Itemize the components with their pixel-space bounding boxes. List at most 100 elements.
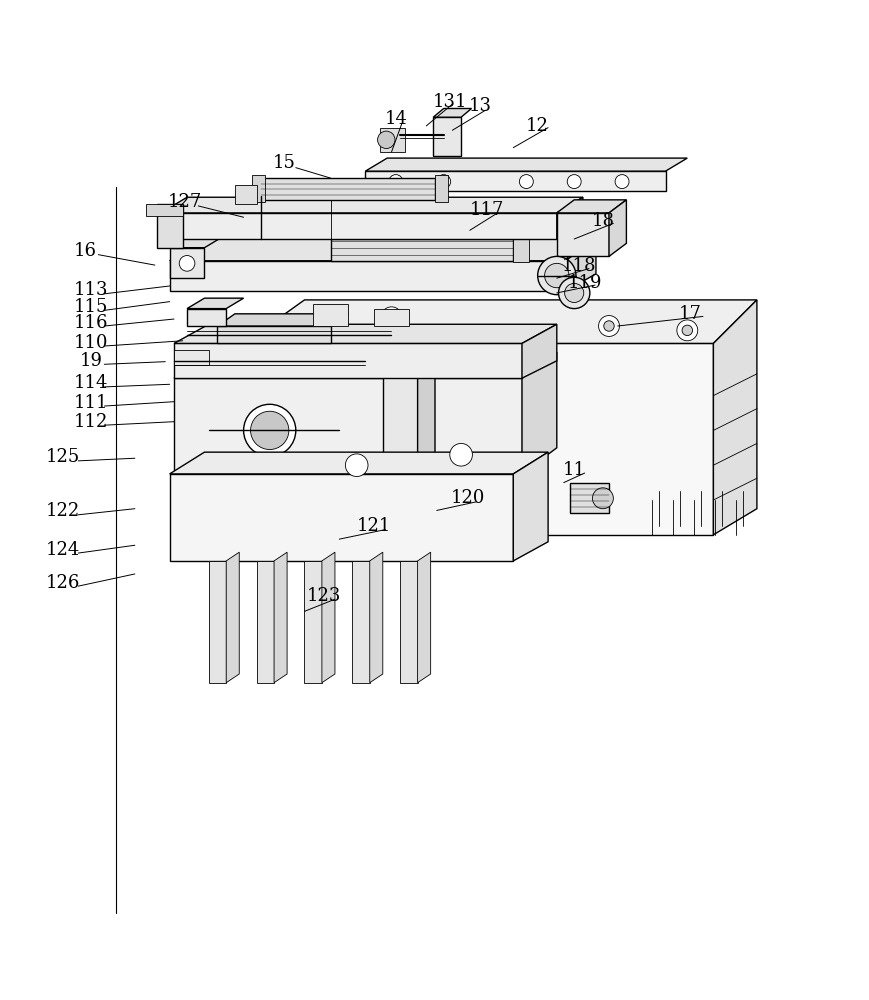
Text: 114: 114 (74, 374, 109, 392)
Text: 112: 112 (74, 413, 109, 431)
Polygon shape (365, 158, 687, 171)
Text: 11: 11 (562, 461, 585, 479)
Polygon shape (187, 298, 243, 309)
Circle shape (519, 175, 533, 189)
Bar (380, 128, 404, 152)
Text: 18: 18 (591, 212, 614, 230)
Polygon shape (304, 561, 322, 683)
Polygon shape (330, 239, 513, 261)
Text: 124: 124 (45, 541, 80, 559)
Bar (513, 236, 528, 262)
Text: 121: 121 (356, 517, 391, 535)
Polygon shape (608, 200, 626, 256)
Text: 113: 113 (74, 281, 109, 299)
Polygon shape (169, 261, 565, 291)
Circle shape (345, 454, 368, 477)
Polygon shape (174, 350, 209, 365)
Circle shape (250, 411, 289, 450)
Polygon shape (556, 197, 582, 239)
Polygon shape (322, 552, 335, 683)
Text: 16: 16 (74, 242, 96, 260)
Text: 12: 12 (526, 117, 548, 135)
Circle shape (381, 307, 401, 328)
Text: 120: 120 (450, 489, 485, 507)
Polygon shape (374, 309, 408, 326)
Polygon shape (161, 213, 556, 239)
Polygon shape (556, 200, 626, 213)
Text: 131: 131 (432, 93, 467, 111)
Bar (252, 175, 265, 202)
Circle shape (537, 256, 575, 295)
Polygon shape (417, 552, 430, 683)
Polygon shape (713, 300, 756, 535)
Circle shape (681, 325, 692, 336)
Text: 15: 15 (273, 154, 295, 172)
Polygon shape (569, 483, 608, 513)
Circle shape (567, 175, 580, 189)
Text: 118: 118 (561, 257, 595, 275)
Text: 116: 116 (74, 314, 109, 332)
Text: 13: 13 (468, 97, 491, 115)
Text: 110: 110 (74, 334, 109, 352)
Circle shape (598, 316, 619, 336)
Text: 111: 111 (74, 394, 109, 412)
Polygon shape (217, 326, 330, 343)
Circle shape (614, 175, 628, 189)
Bar (235, 185, 256, 204)
Polygon shape (417, 356, 434, 535)
Polygon shape (400, 561, 417, 683)
Text: 117: 117 (469, 201, 504, 219)
Polygon shape (382, 356, 434, 369)
Polygon shape (513, 452, 547, 561)
Polygon shape (217, 314, 348, 326)
Circle shape (676, 320, 697, 341)
Polygon shape (169, 239, 595, 261)
Text: 14: 14 (384, 110, 407, 128)
Text: 19: 19 (80, 352, 103, 370)
Polygon shape (256, 561, 274, 683)
Circle shape (294, 316, 315, 336)
Text: 126: 126 (45, 574, 80, 592)
Text: 119: 119 (567, 274, 601, 292)
Polygon shape (565, 239, 595, 291)
Polygon shape (156, 204, 182, 248)
Circle shape (388, 175, 402, 189)
Circle shape (386, 312, 396, 323)
Polygon shape (243, 343, 713, 535)
Circle shape (243, 404, 295, 457)
Polygon shape (209, 561, 226, 683)
Polygon shape (187, 309, 226, 326)
Polygon shape (174, 378, 521, 474)
Polygon shape (169, 452, 547, 474)
Circle shape (436, 175, 450, 189)
Polygon shape (169, 237, 222, 248)
Circle shape (558, 277, 589, 309)
Circle shape (564, 283, 583, 303)
Text: 115: 115 (74, 298, 109, 316)
Circle shape (299, 321, 309, 331)
Polygon shape (382, 369, 417, 535)
Polygon shape (313, 304, 348, 326)
Circle shape (391, 348, 408, 365)
Circle shape (377, 131, 395, 149)
Polygon shape (365, 171, 665, 191)
Polygon shape (226, 552, 239, 683)
Text: 125: 125 (45, 448, 80, 466)
Polygon shape (352, 561, 369, 683)
Circle shape (544, 263, 568, 288)
Text: 122: 122 (45, 502, 80, 520)
Polygon shape (433, 109, 471, 117)
Polygon shape (146, 204, 182, 216)
Circle shape (603, 321, 614, 331)
Polygon shape (274, 552, 287, 683)
Text: 17: 17 (678, 305, 700, 323)
Bar (434, 175, 448, 202)
Polygon shape (243, 300, 756, 343)
Polygon shape (261, 178, 434, 200)
Polygon shape (169, 474, 513, 561)
Polygon shape (174, 352, 556, 378)
Polygon shape (161, 197, 582, 213)
Circle shape (592, 488, 613, 509)
Polygon shape (369, 552, 382, 683)
Polygon shape (556, 213, 608, 256)
